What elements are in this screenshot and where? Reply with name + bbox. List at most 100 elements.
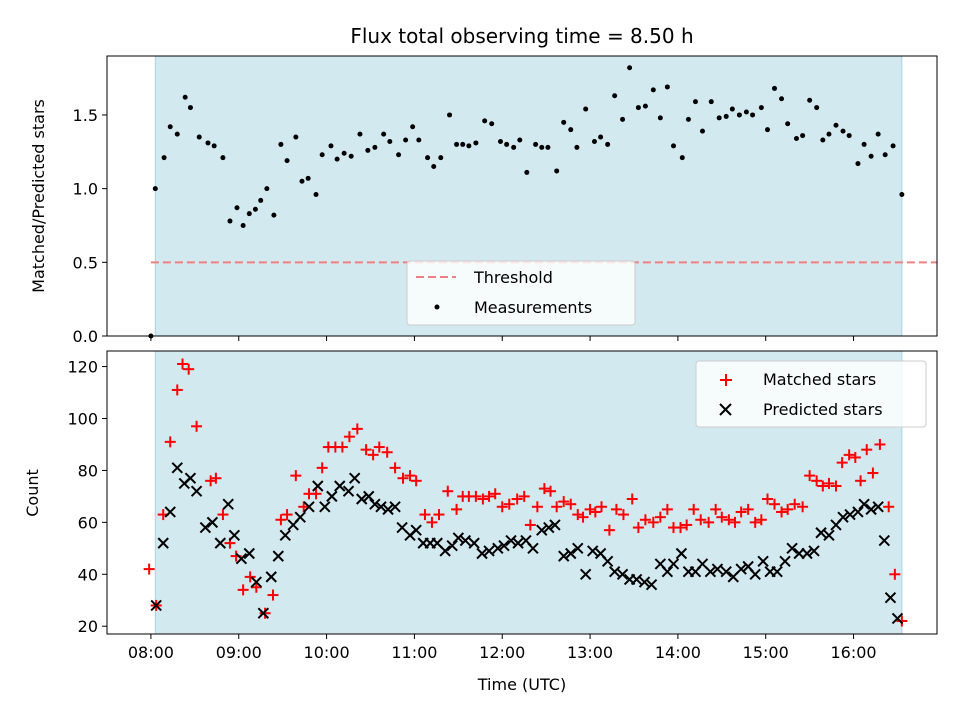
measurement-point [278, 141, 284, 147]
measurement-point [820, 137, 826, 143]
matched-star-point [250, 581, 262, 593]
measurement-point [497, 138, 503, 144]
predicted-star-point [363, 490, 375, 503]
measurement-point [539, 144, 545, 150]
predicted-star-point [808, 545, 820, 557]
measurement-point [785, 121, 791, 127]
y-tick-label: 40 [78, 565, 98, 584]
predicted-star-point [382, 503, 394, 516]
matched-star-point [703, 516, 715, 528]
predicted-star-point [492, 542, 504, 555]
measurement-point [425, 155, 431, 161]
matched-star-point [433, 509, 445, 521]
predicted-star-point [771, 565, 783, 578]
predicted-star-point [536, 524, 548, 536]
matched-star-point [244, 571, 256, 583]
predicted-star-point [601, 555, 614, 568]
matched-star-point [183, 363, 195, 375]
measurement-point [826, 131, 832, 137]
measurement-point [772, 85, 778, 91]
x-tick-label: 14:00 [655, 643, 701, 662]
matched-star-point [883, 501, 895, 513]
matched-star-point [723, 514, 735, 526]
measurement-point [664, 84, 670, 90]
matched-star-point [281, 509, 293, 521]
predicted-star-point [206, 516, 219, 529]
matched-star-point [867, 467, 879, 479]
measurement-point [671, 143, 677, 149]
matched-star-point [410, 475, 422, 487]
measurement-point [868, 153, 874, 159]
measurement-point [431, 164, 437, 170]
measurement-point [381, 131, 387, 137]
measurement-point [152, 186, 158, 192]
matched-star-point [503, 498, 515, 510]
measurement-point [334, 156, 340, 162]
measurement-point [545, 144, 551, 150]
measurement-point [650, 87, 656, 93]
x-tick-label: 15:00 [743, 643, 789, 662]
matched-star-point [442, 485, 454, 497]
matched-star-point [470, 490, 482, 502]
matched-star-point [661, 503, 673, 515]
matched-star-point [896, 615, 908, 627]
matched-star-point [404, 470, 416, 482]
measurement-point [846, 133, 852, 139]
count-panel-frame [106, 350, 938, 635]
matched-star-point [817, 480, 829, 492]
measurement-point [875, 131, 881, 137]
measurement-point [174, 131, 180, 137]
predicted-star-point [586, 545, 599, 557]
predicted-star-point [579, 568, 592, 580]
matched-legend-swatch [720, 374, 732, 386]
measurement-point [348, 153, 354, 159]
measurement-point [642, 103, 648, 109]
matched-star-point [267, 589, 279, 601]
matched-star-point [654, 511, 666, 523]
matched-star-point [761, 493, 773, 505]
measurement-point [855, 161, 861, 167]
matched-star-point [316, 462, 328, 474]
ratio-y-axis-label: Matched/Predicted stars [29, 99, 48, 293]
matched-star-point [716, 511, 728, 523]
predicted-star-point [779, 555, 791, 568]
predicted-star-point [199, 521, 212, 534]
matched-star-point [695, 514, 707, 526]
y-tick-label: 60 [78, 513, 98, 532]
matched-star-point [589, 506, 601, 518]
measurement-point [779, 96, 785, 102]
matched-star-point [735, 506, 747, 518]
matched-star-point [811, 475, 823, 487]
matched-star-point [789, 498, 801, 510]
predicted-star-point [852, 506, 864, 518]
matched-star-point [675, 522, 687, 534]
predicted-star-point [638, 576, 651, 588]
matched-star-point [572, 509, 584, 521]
predicted-star-point [356, 493, 368, 505]
y-tick-label: 120 [67, 358, 98, 377]
measurement-point [583, 106, 589, 112]
predicted-star-point [150, 599, 162, 612]
matched-star-point [511, 493, 523, 505]
measurement-point [313, 192, 319, 198]
measurement-point [328, 143, 334, 149]
matched-star-point [336, 441, 348, 453]
predicted-star-point [823, 529, 835, 542]
measurement-point [699, 128, 705, 134]
measurement-point [271, 212, 277, 218]
measurement-point [591, 138, 597, 144]
predicted-star-point [257, 607, 270, 619]
predicted-star-point [228, 529, 241, 542]
predicted-star-point [527, 542, 539, 555]
measurement-point [554, 168, 560, 174]
count-legend: Matched stars Predicted stars [695, 360, 927, 428]
predicted-star-point [235, 552, 248, 565]
measurement-point [504, 141, 510, 147]
matched-star-point [191, 420, 203, 432]
matched-star-point [205, 475, 217, 487]
measurement-point [187, 105, 193, 111]
y-tick-label: 1.0 [73, 180, 98, 199]
predicted-star-point [630, 573, 643, 586]
matched-star-point [373, 441, 385, 453]
predicted-star-point [878, 534, 891, 547]
